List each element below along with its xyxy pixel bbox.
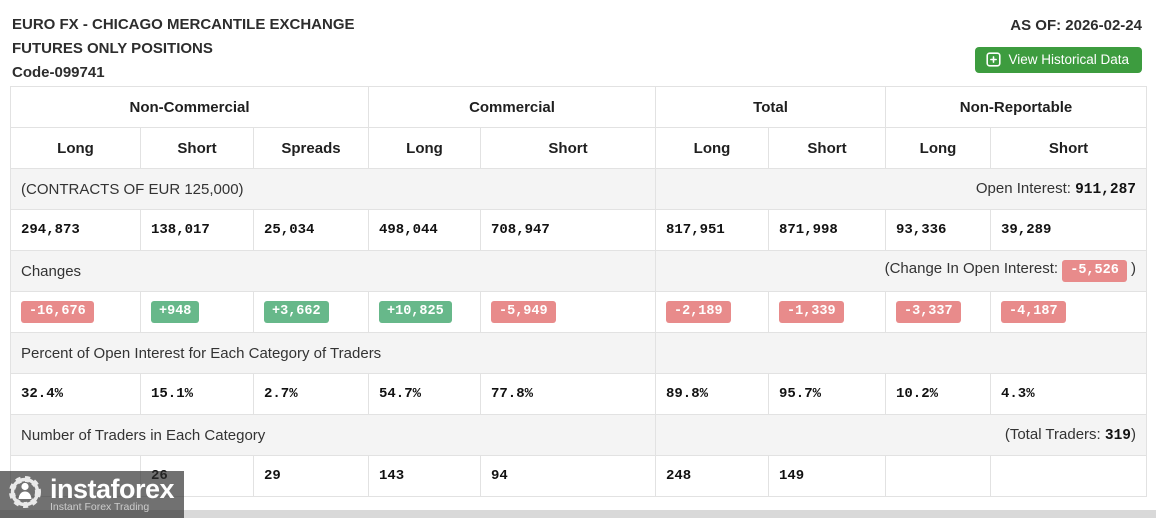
percent-row: Percent of Open Interest for Each Catego… bbox=[10, 332, 1147, 374]
cell-total-short: -1,339 bbox=[768, 291, 886, 333]
cell-nr-short: 39,289 bbox=[990, 209, 1147, 251]
cell-nc-short: 138,017 bbox=[140, 209, 254, 251]
change-badge: -2,189 bbox=[666, 300, 731, 324]
contracts-label: (CONTRACTS OF EUR 125,000) bbox=[10, 168, 656, 210]
cell-nr-short: 4.3% bbox=[990, 373, 1147, 415]
change-in-open-interest: (Change In Open Interest: -5,526 ) bbox=[655, 250, 1147, 292]
traders-label: Number of Traders in Each Category bbox=[10, 414, 656, 456]
view-historical-data-label: View Historical Data bbox=[1008, 52, 1129, 67]
change-badge: -16,676 bbox=[21, 300, 94, 324]
calendar-plus-icon bbox=[986, 52, 1002, 67]
cell-comm-long: 143 bbox=[368, 455, 481, 497]
cell-nc-long: 32.4% bbox=[10, 373, 141, 415]
cell-nc-short: 15.1% bbox=[140, 373, 254, 415]
column-header-total-short: Short bbox=[768, 127, 886, 169]
column-header-nc-long: Long bbox=[10, 127, 141, 169]
report-subtitle: FUTURES ONLY POSITIONS bbox=[12, 40, 213, 57]
column-header-row: Long Short Spreads Long Short Long Short… bbox=[10, 127, 1147, 169]
traders-row: Number of Traders in Each Category (Tota… bbox=[10, 414, 1147, 456]
cell-nr-long bbox=[885, 455, 991, 497]
report-code: Code-099741 bbox=[12, 64, 105, 81]
cell-total-short: 871,998 bbox=[768, 209, 886, 251]
instaforex-gear-icon bbox=[5, 472, 45, 517]
cell-total-long: 89.8% bbox=[655, 373, 769, 415]
change-badge: -1,339 bbox=[779, 300, 844, 324]
percent-label: Percent of Open Interest for Each Catego… bbox=[10, 332, 656, 374]
view-historical-data-button[interactable]: View Historical Data bbox=[975, 47, 1142, 73]
column-header-nr-short: Short bbox=[990, 127, 1147, 169]
group-header-non-commercial: Non-Commercial bbox=[10, 86, 369, 128]
cell-comm-short: 77.8% bbox=[480, 373, 656, 415]
open-interest: Open Interest: 911,287 bbox=[655, 168, 1147, 210]
cell-nc-long: 294,873 bbox=[10, 209, 141, 251]
change-oi-prefix: (Change In Open Interest: bbox=[884, 259, 1063, 277]
horizontal-scrollbar[interactable] bbox=[0, 510, 1156, 518]
column-header-total-long: Long bbox=[655, 127, 769, 169]
change-oi-badge: -5,526 bbox=[1062, 259, 1127, 283]
report-title-block: EURO FX - CHICAGO MERCANTILE EXCHANGE FU… bbox=[12, 13, 355, 85]
cell-nr-short: -4,187 bbox=[990, 291, 1147, 333]
cell-comm-long: 54.7% bbox=[368, 373, 481, 415]
contracts-row: (CONTRACTS OF EUR 125,000) Open Interest… bbox=[10, 168, 1147, 210]
cell-nr-long: -3,337 bbox=[885, 291, 991, 333]
cell-total-short: 95.7% bbox=[768, 373, 886, 415]
percent-values-row: 32.4% 15.1% 2.7% 54.7% 77.8% 89.8% 95.7%… bbox=[10, 373, 1147, 415]
report-title: EURO FX - CHICAGO MERCANTILE EXCHANGE bbox=[12, 16, 355, 33]
cell-nr-short bbox=[990, 455, 1147, 497]
report-header: EURO FX - CHICAGO MERCANTILE EXCHANGE FU… bbox=[0, 0, 1156, 86]
open-interest-label: Open Interest: bbox=[975, 180, 1076, 197]
positions-row: 294,873 138,017 25,034 498,044 708,947 8… bbox=[10, 209, 1147, 251]
cot-table: Non-Commercial Commercial Total Non-Repo… bbox=[10, 86, 1147, 497]
cell-total-long: 817,951 bbox=[655, 209, 769, 251]
cell-total-short: 149 bbox=[768, 455, 886, 497]
as-of-date: AS OF: 2026-02-24 bbox=[1010, 17, 1142, 34]
cell-nr-long: 10.2% bbox=[885, 373, 991, 415]
instaforex-tagline: Instant Forex Trading bbox=[50, 500, 150, 513]
open-interest-value: 911,287 bbox=[1075, 182, 1136, 198]
cell-comm-long: 498,044 bbox=[368, 209, 481, 251]
cell-nc-spreads: 25,034 bbox=[253, 209, 369, 251]
change-oi-suffix: ) bbox=[1126, 259, 1136, 277]
change-badge: +3,662 bbox=[264, 300, 329, 324]
instaforex-watermark: instaforex Instant Forex Trading bbox=[0, 471, 184, 518]
instaforex-logo-text: instaforex Instant Forex Trading bbox=[50, 473, 175, 513]
cell-nc-spreads: +3,662 bbox=[253, 291, 369, 333]
column-header-comm-short: Short bbox=[480, 127, 656, 169]
group-header-total: Total bbox=[655, 86, 886, 128]
group-header-commercial: Commercial bbox=[368, 86, 656, 128]
change-badge: +948 bbox=[151, 300, 200, 324]
cell-nc-spreads: 29 bbox=[253, 455, 369, 497]
change-badge: +10,825 bbox=[379, 300, 452, 324]
cell-nc-short: +948 bbox=[140, 291, 254, 333]
cell-nc-long: -16,676 bbox=[10, 291, 141, 333]
changes-values-row: -16,676 +948 +3,662 +10,825 -5,949 -2,18… bbox=[10, 291, 1147, 333]
total-traders-prefix: (Total Traders: bbox=[1004, 426, 1105, 443]
total-traders-suffix: ) bbox=[1131, 426, 1136, 443]
changes-label: Changes bbox=[10, 250, 656, 292]
change-badge: -3,337 bbox=[896, 300, 961, 324]
cell-nr-long: 93,336 bbox=[885, 209, 991, 251]
group-header-non-reportable: Non-Reportable bbox=[885, 86, 1147, 128]
change-badge: -4,187 bbox=[1001, 300, 1066, 324]
changes-row: Changes (Change In Open Interest: -5,526… bbox=[10, 250, 1147, 292]
cell-total-long: 248 bbox=[655, 455, 769, 497]
group-header-row: Non-Commercial Commercial Total Non-Repo… bbox=[10, 86, 1147, 128]
total-traders-value: 319 bbox=[1104, 428, 1131, 444]
percent-row-spacer bbox=[655, 332, 1147, 374]
column-header-nc-spreads: Spreads bbox=[253, 127, 369, 169]
cell-nc-spreads: 2.7% bbox=[253, 373, 369, 415]
change-badge: -5,949 bbox=[491, 300, 556, 324]
cell-comm-short: 94 bbox=[480, 455, 656, 497]
instaforex-brand: instaforex bbox=[50, 473, 175, 504]
cell-comm-short: 708,947 bbox=[480, 209, 656, 251]
cell-total-long: -2,189 bbox=[655, 291, 769, 333]
column-header-comm-long: Long bbox=[368, 127, 481, 169]
report-header-right: AS OF: 2026-02-24 View Historical Data bbox=[975, 13, 1142, 73]
total-traders: (Total Traders: 319) bbox=[655, 414, 1147, 456]
column-header-nc-short: Short bbox=[140, 127, 254, 169]
cell-comm-long: +10,825 bbox=[368, 291, 481, 333]
column-header-nr-long: Long bbox=[885, 127, 991, 169]
cell-comm-short: -5,949 bbox=[480, 291, 656, 333]
